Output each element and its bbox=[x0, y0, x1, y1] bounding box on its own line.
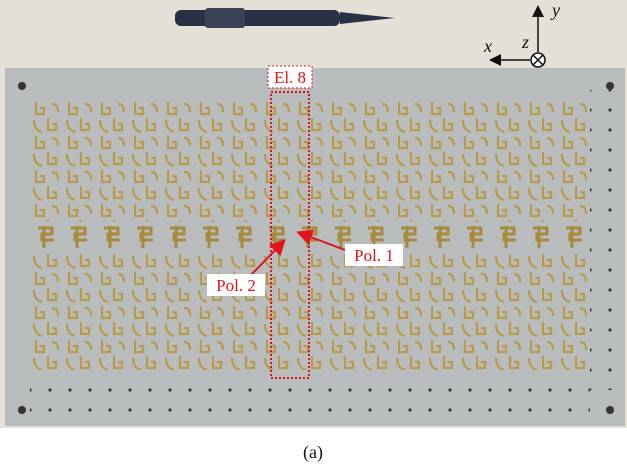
axis-y-label: y bbox=[550, 0, 560, 20]
figure: El. 8 Pol. 1 Pol. 2 y x z (a) bbox=[0, 0, 627, 468]
page: El. 8 Pol. 1 Pol. 2 y x z (a) (() => { c… bbox=[0, 0, 627, 468]
bottom-holes bbox=[30, 375, 590, 415]
pol2-label: Pol. 2 bbox=[216, 276, 256, 295]
axis-z-label: z bbox=[521, 32, 529, 52]
side-holes bbox=[590, 90, 620, 390]
axis-x-label: x bbox=[483, 36, 492, 56]
element-label: El. 8 bbox=[274, 68, 306, 87]
pol1-label: Pol. 1 bbox=[354, 246, 394, 265]
caption: (a) bbox=[303, 442, 323, 463]
